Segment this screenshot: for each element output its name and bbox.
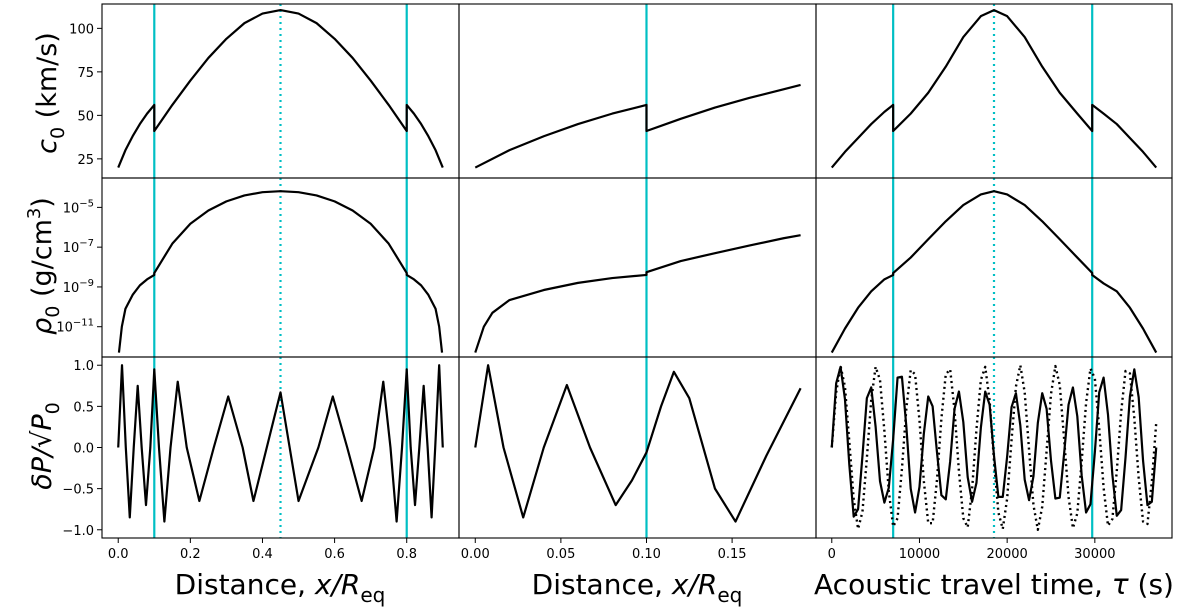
series-line-c0-1 bbox=[830, 8, 1158, 169]
panel-rho0-col3 bbox=[815, 177, 1173, 358]
row-label-rho0: ρ0 (g/cm3) bbox=[24, 197, 64, 335]
series-line-rho0-1 bbox=[117, 190, 444, 353]
x-tick-label-col1-2: 0.2 bbox=[180, 547, 201, 562]
y-tick-label-rho0-4: 10−5 bbox=[63, 198, 94, 216]
series-line-c0-1 bbox=[117, 8, 444, 168]
series-line-dP_over_sqrtP0-1 bbox=[117, 364, 444, 523]
x-tick-label-col3-1: 0 bbox=[828, 547, 836, 562]
x-tick-label-col2-2: 0.05 bbox=[546, 547, 575, 562]
y-tick-label-c0-3: 75 bbox=[77, 66, 94, 81]
x-tick-label-col2-3: 0.10 bbox=[632, 547, 661, 562]
x-tick-label-col1-3: 0.4 bbox=[252, 547, 273, 562]
x-tick-label-col3-4: 30000 bbox=[1074, 547, 1115, 562]
row-label-dP: δP/√P0 bbox=[27, 402, 64, 489]
y-tick-label-rho0-1: 10−11 bbox=[56, 318, 94, 336]
x-tick-label-col2-1: 0.00 bbox=[461, 547, 490, 562]
panel-frame bbox=[815, 356, 1173, 539]
y-axis-label-rho0: ρ0 (g/cm3) bbox=[24, 197, 64, 335]
y-tick-label-c0-1: 25 bbox=[77, 153, 94, 168]
panel-dP_over_sqrtP0-col1: −1.0 −0.5 0.0 0.5 1.0 0.0 0.2 0.4 0.6 0.8 bbox=[62, 356, 460, 562]
y-tick-label-rho0-2: 10−9 bbox=[63, 278, 94, 296]
x-tick-label-col2-4: 0.15 bbox=[718, 547, 747, 562]
panel-dP_over_sqrtP0-col3: 0 10000 20000 30000 bbox=[815, 356, 1173, 562]
x-axis-label-col1: Distance, x/Req bbox=[175, 568, 386, 607]
panel-grid: 25 50 75 100 10−11 10−9 10−7 10−5 −1.0 −0.5 0.0 0.5… bbox=[56, 3, 1173, 562]
y-tick-label-dP_over_sqrtP0-3: 0.0 bbox=[73, 442, 94, 457]
series-line-rho0-1 bbox=[830, 190, 1158, 354]
series-line-dP_over_sqrtP0-1 bbox=[830, 365, 1158, 518]
row-label-c0: c0 (km/s) bbox=[32, 32, 69, 154]
y-tick-label-dP_over_sqrtP0-4: 0.5 bbox=[73, 400, 94, 415]
x-tick-label-col1-5: 0.8 bbox=[396, 547, 417, 562]
y-tick-label-dP_over_sqrtP0-2: −0.5 bbox=[62, 483, 94, 498]
y-tick-label-dP_over_sqrtP0-5: 1.0 bbox=[73, 359, 94, 374]
y-tick-label-c0-4: 100 bbox=[69, 22, 94, 37]
x-tick-label-col1-1: 0.0 bbox=[108, 547, 129, 562]
series-line-c0-1 bbox=[474, 83, 801, 169]
x-tick-label-col3-3: 20000 bbox=[986, 547, 1027, 562]
x-axis-label-col2: Distance, x/Req bbox=[532, 568, 743, 607]
y-tick-label-rho0-3: 10−7 bbox=[63, 238, 94, 256]
x-tick-label-col1-4: 0.6 bbox=[324, 547, 345, 562]
series-line-rho0-1 bbox=[474, 234, 801, 353]
y-tick-label-dP_over_sqrtP0-1: −1.0 bbox=[62, 524, 94, 539]
series-line-dP_over_sqrtP0-1 bbox=[474, 364, 802, 523]
panel-rho0-col1: 10−11 10−9 10−7 10−5 bbox=[56, 177, 460, 358]
y-tick-label-c0-2: 50 bbox=[77, 109, 94, 124]
y-axis-label-c0: c0 (km/s) bbox=[32, 32, 69, 154]
x-axis-label-col3: Acoustic travel time, τ (s) bbox=[814, 568, 1174, 601]
x-tick-label-col3-2: 10000 bbox=[899, 547, 940, 562]
dotted-series-line-dP_over_sqrtP0-2 bbox=[830, 364, 1158, 531]
y-axis-label-dP: δP/√P0 bbox=[27, 402, 64, 489]
